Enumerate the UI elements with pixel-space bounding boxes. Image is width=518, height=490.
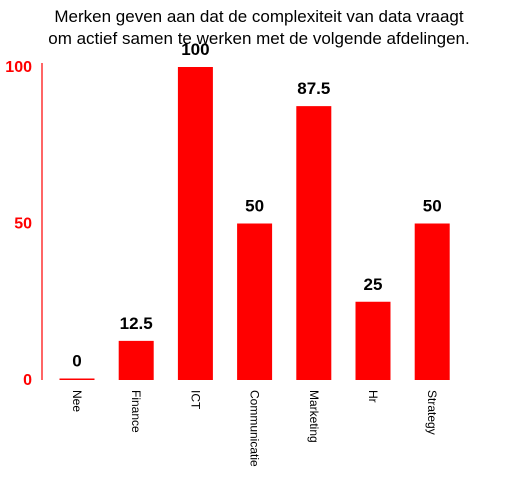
bar-hr [355,301,391,380]
data-label-ict: 100 [181,40,209,59]
bar-strategy [414,223,450,380]
bars-group [59,67,450,380]
data-label-nee: 0 [72,352,81,371]
data-label-marketing: 87.5 [297,79,330,98]
y-axis-group: 0 50 100 [5,59,43,389]
data-label-communicatie: 50 [245,197,264,216]
x-tick-label-ict: ICT [188,390,202,410]
x-tick-label-hr: Hr [366,390,380,403]
x-tick-label-nee: Nee [70,390,84,412]
x-tick-label-finance: Finance [129,390,143,433]
data-labels-group: 0 12.5 100 50 87.5 25 50 [72,40,441,371]
x-tick-label-marketing: Marketing [307,390,321,443]
y-tick-label: 0 [23,372,32,389]
y-tick-label: 100 [5,59,32,76]
chart-title-line-2: om actief samen te werken met de volgend… [48,29,470,48]
bar-ict [177,67,213,380]
chart-title-line-1: Merken geven aan dat de complexiteit van… [54,7,464,26]
x-tick-label-communicatie: Communicatie [248,390,262,467]
x-labels-group: Nee Finance ICT Communicatie Marketing Hr Stra… [70,390,439,467]
bar-finance [118,340,154,380]
bar-communicatie [237,223,273,380]
bar-nee [59,378,95,380]
chart-title: Merken geven aan dat de complexiteit van… [0,6,518,50]
data-label-hr: 25 [364,275,383,294]
bar-marketing [296,106,332,380]
x-tick-label-strategy: Strategy [425,390,439,435]
y-tick-label: 50 [14,216,32,233]
data-label-finance: 12.5 [120,314,153,333]
data-label-strategy: 50 [423,197,442,216]
